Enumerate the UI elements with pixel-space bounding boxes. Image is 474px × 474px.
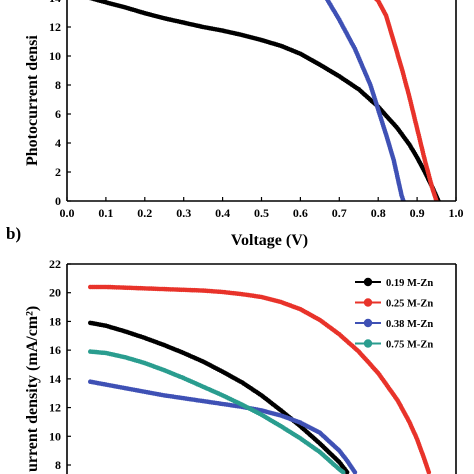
y-tick-label: 12	[49, 20, 61, 34]
x-tick-label: 0.4	[215, 206, 230, 220]
y-tick-label: 6	[55, 107, 61, 121]
panel-b-series-1	[88, 284, 432, 474]
y-tick-label: 16	[49, 343, 61, 357]
legend-marker	[363, 277, 373, 287]
legend-marker	[363, 298, 373, 307]
y-tick-label: 2	[55, 165, 61, 179]
x-tick-label: 0.6	[293, 206, 308, 220]
legend-label: 0.75 M-Zn	[386, 340, 433, 351]
y-tick-label: 0	[55, 194, 61, 208]
x-tick-label: 0.2	[137, 206, 152, 220]
panel-a-x-axis-label: Voltage (V)	[231, 232, 308, 249]
panel-a-series-1	[373, 0, 439, 201]
panel-b-label: b)	[6, 224, 21, 243]
legend-label: 0.19 M-Zn	[386, 278, 433, 289]
panel-b: 8 10 12 14 16 18 20 22 urrent density (mA/cm²) 0.…	[24, 257, 457, 474]
panel-b-series-line	[90, 285, 430, 473]
legend-marker	[363, 339, 373, 348]
legend-item: 0.38 M-Zn	[355, 318, 433, 330]
panel-b-series-2	[88, 379, 358, 474]
panel-a-series-2	[324, 0, 406, 201]
y-tick-label: 12	[49, 401, 61, 415]
data-point	[340, 469, 346, 474]
y-tick-label: 18	[49, 314, 61, 328]
panel-a-series-line	[93, 0, 440, 201]
y-tick-label: 8	[55, 78, 61, 92]
panel-a-y-axis-label: Photocurrent densi	[24, 35, 41, 166]
data-point	[344, 469, 350, 474]
y-tick-label: 22	[49, 257, 61, 271]
x-tick-label: 0.3	[176, 206, 191, 220]
data-point	[426, 469, 432, 474]
x-tick-label: 0.7	[332, 206, 347, 220]
panel-b-series-line	[90, 321, 348, 473]
y-tick-label: 14	[49, 372, 61, 386]
x-tick-label: 0.8	[371, 206, 386, 220]
legend-item: 0.19 M-Zn	[355, 277, 433, 289]
panel-a-series-0	[89, 0, 441, 201]
data-point	[352, 469, 358, 474]
y-tick-label: 20	[49, 286, 61, 300]
x-tick-label: 0.1	[98, 206, 113, 220]
x-tick-label: 0.5	[254, 206, 269, 220]
legend-label: 0.38 M-Zn	[386, 319, 433, 330]
y-tick-label: 8	[55, 458, 61, 472]
legend-item: 0.75 M-Zn	[355, 339, 433, 351]
legend-label: 0.25 M-Zn	[386, 299, 433, 310]
x-tick-label: 0.0	[60, 206, 75, 220]
x-tick-label: 1.0	[449, 206, 464, 220]
legend-item: 0.25 M-Zn	[355, 298, 433, 310]
legend-marker	[363, 318, 373, 328]
legend: 0.19 M-Zn 0.25 M-Zn 0.38 M-Zn 0.75 M-Zn	[355, 277, 433, 351]
panel-b-series-0	[88, 320, 350, 474]
y-tick-label: 4	[55, 136, 61, 150]
x-tick-label: 0.9	[410, 206, 425, 220]
y-tick-label: 10	[49, 49, 61, 63]
panel-a: 0.0 0.1 0.2 0.3 0.4 0.5 0.6 0.7 0.8 0.9 1.0 0 2 4 6 8 10…	[24, 0, 464, 249]
y-tick-label: 14	[49, 0, 61, 5]
y-tick-label: 10	[49, 429, 61, 443]
panel-b-series-3	[88, 349, 346, 474]
panel-b-y-axis-label: urrent density (mA/cm²)	[24, 306, 41, 472]
